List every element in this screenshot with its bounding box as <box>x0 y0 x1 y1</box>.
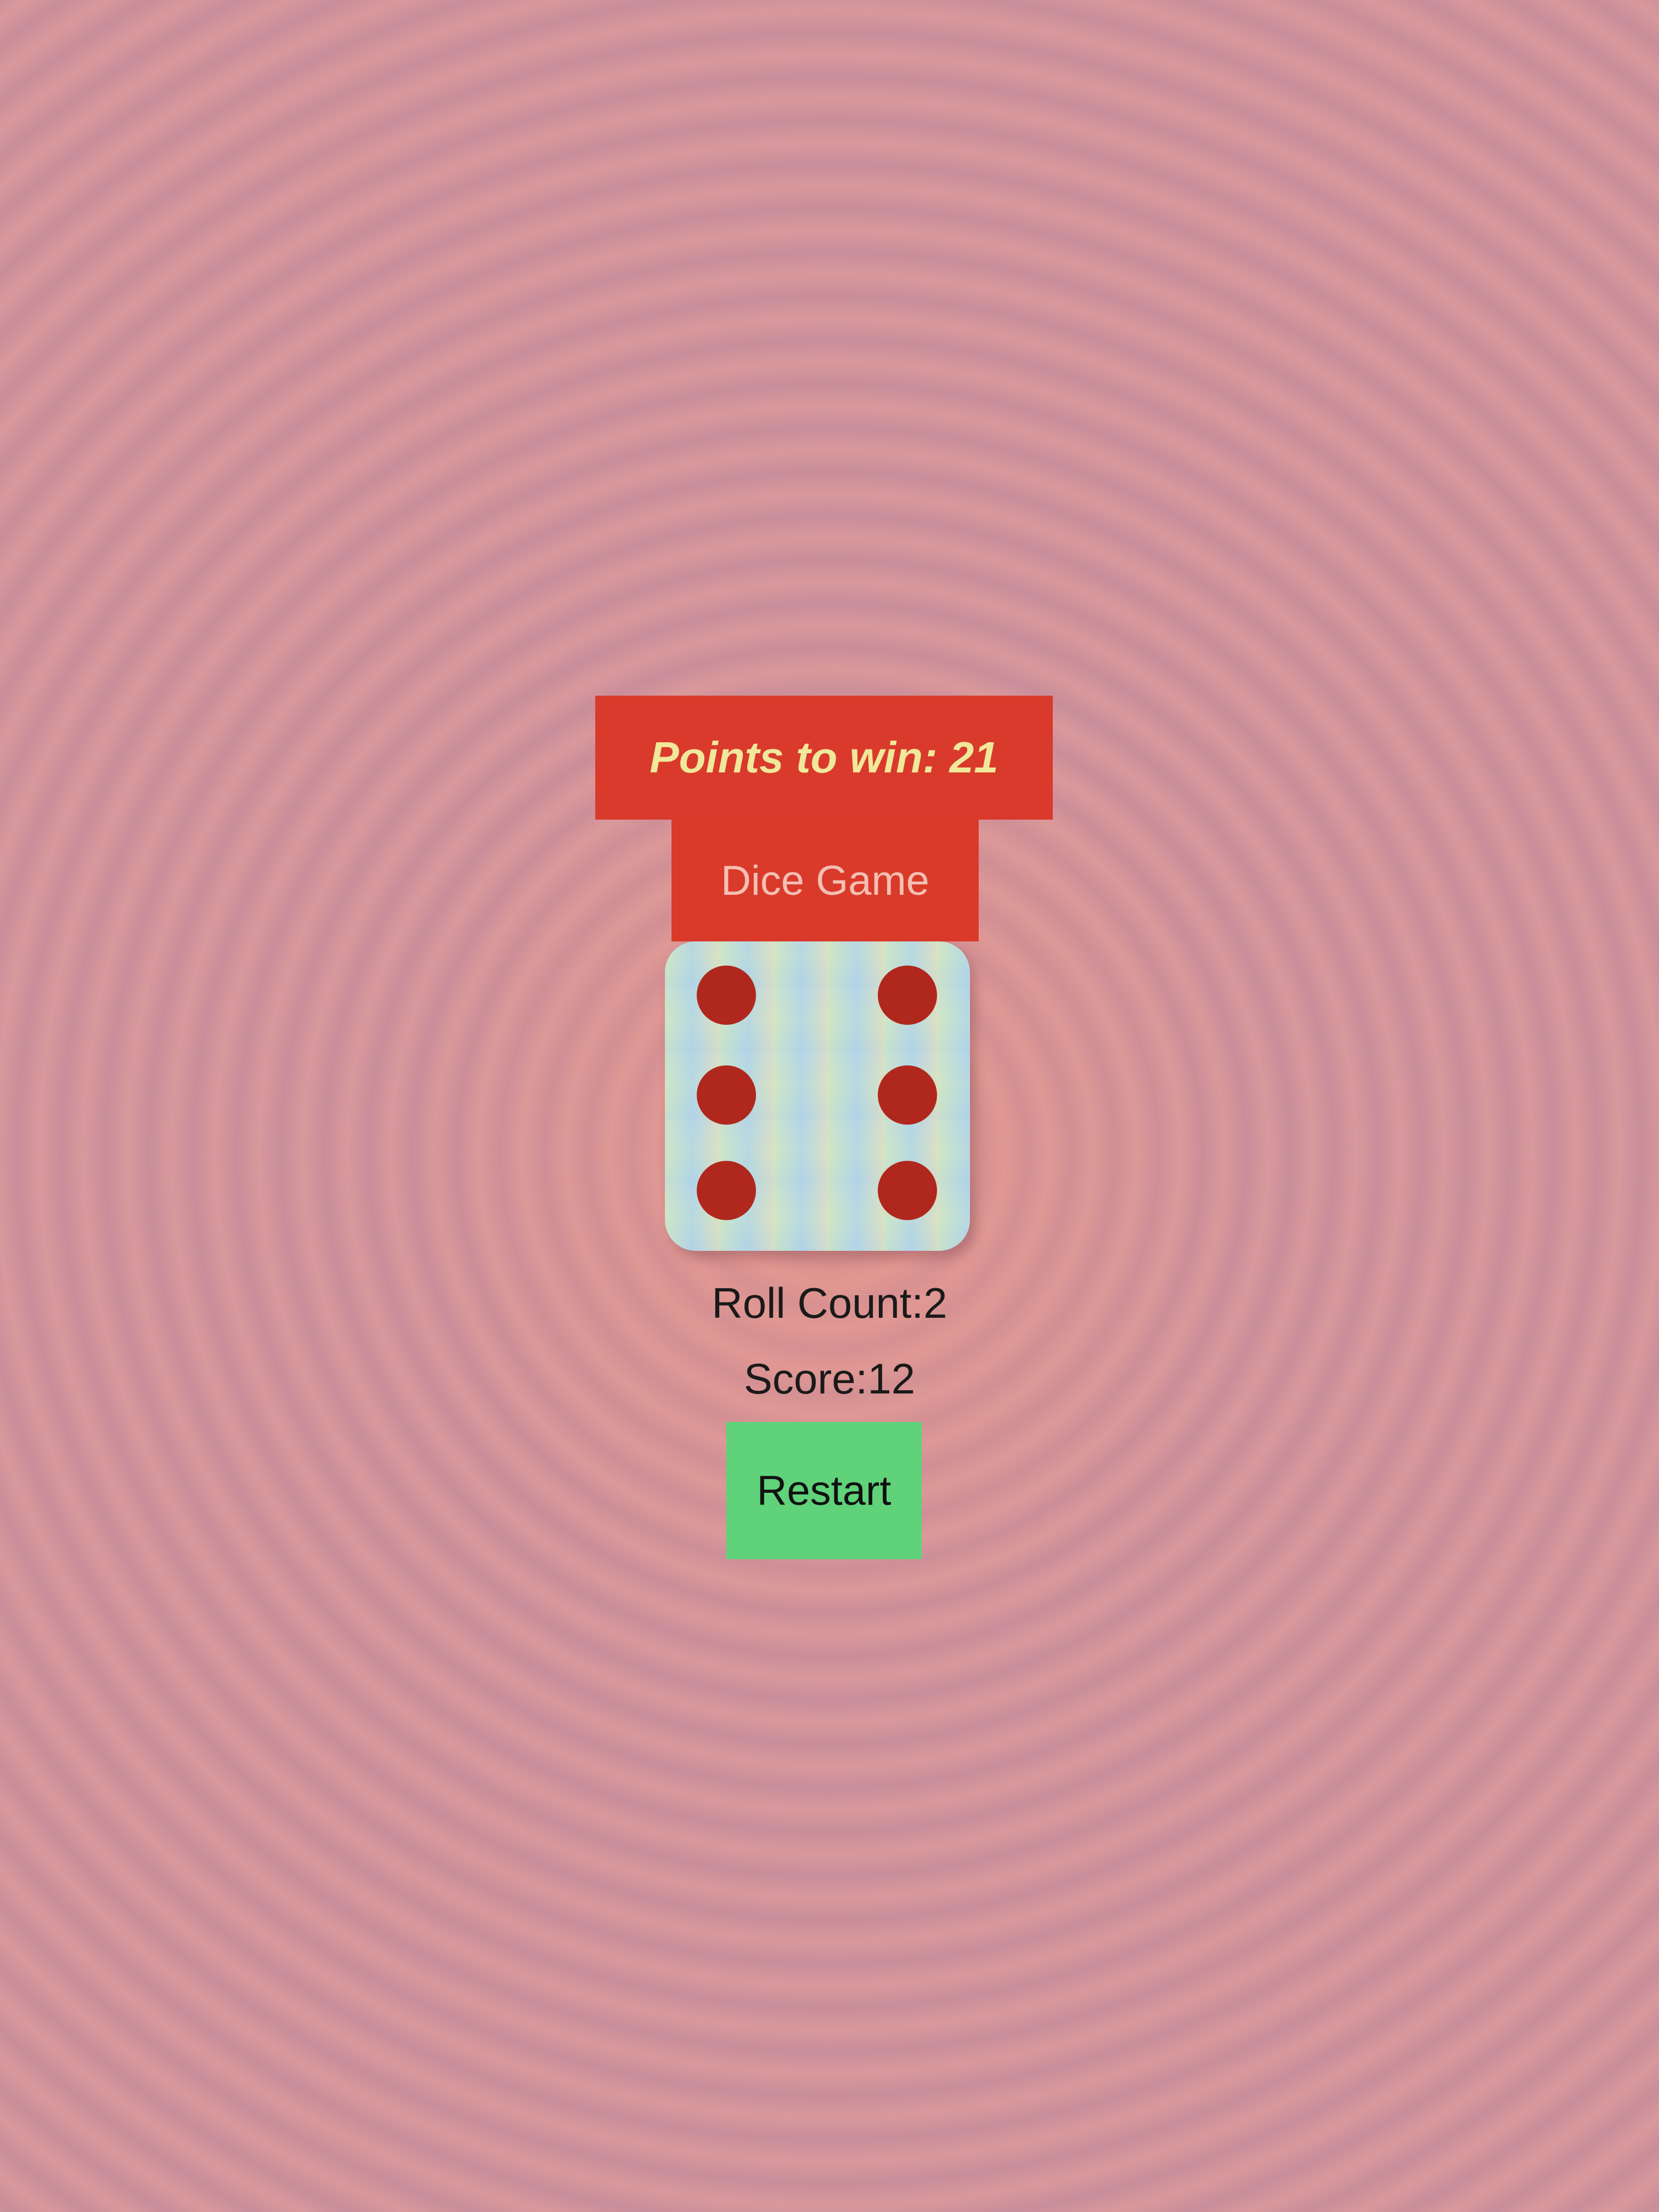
points-to-win-label: Points to win: 21 <box>650 733 998 782</box>
app-title: Dice Game <box>720 857 930 904</box>
points-to-win-banner: Points to win: 21 <box>595 696 1053 820</box>
die-pip <box>697 1065 756 1125</box>
dice-six-face[interactable] <box>665 941 970 1251</box>
die-pip <box>878 1065 937 1125</box>
die-pip <box>878 1161 937 1220</box>
die-pip <box>697 1161 756 1220</box>
roll-count-label: Roll Count:2 <box>712 1279 947 1327</box>
restart-button[interactable]: Restart <box>726 1422 922 1559</box>
score-label: Score:12 <box>743 1355 916 1403</box>
die-pip <box>697 966 756 1025</box>
die-pip <box>878 966 937 1025</box>
title-bar: Dice Game <box>672 820 979 941</box>
